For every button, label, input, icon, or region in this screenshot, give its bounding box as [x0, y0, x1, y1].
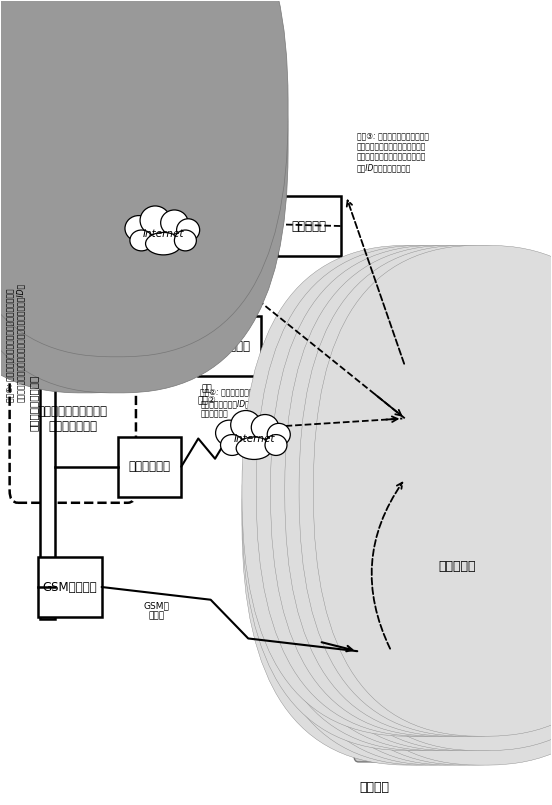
FancyBboxPatch shape — [270, 246, 552, 737]
Text: Internet: Internet — [233, 434, 275, 444]
FancyBboxPatch shape — [79, 32, 142, 80]
FancyBboxPatch shape — [242, 275, 552, 765]
Ellipse shape — [231, 411, 261, 440]
Text: 实时读取信息③: 实时读取信息③ — [226, 205, 266, 214]
Text: 监控客户端: 监控客户端 — [438, 560, 476, 573]
FancyBboxPatch shape — [9, 334, 136, 503]
Ellipse shape — [125, 216, 152, 242]
FancyBboxPatch shape — [118, 436, 181, 497]
Text: 报警手机: 报警手机 — [360, 781, 390, 794]
FancyBboxPatch shape — [40, 186, 55, 619]
FancyBboxPatch shape — [67, 65, 152, 162]
Text: 信息反馈模块: 信息反馈模块 — [129, 460, 171, 473]
FancyBboxPatch shape — [0, 0, 288, 393]
FancyBboxPatch shape — [242, 260, 552, 751]
Text: 手持式公路路面沥青摊
铺测厚测温装置: 手持式公路路面沥青摊 铺测厚测温装置 — [38, 405, 108, 432]
Ellipse shape — [177, 219, 200, 241]
FancyBboxPatch shape — [285, 260, 552, 751]
FancyBboxPatch shape — [242, 246, 552, 737]
Text: 数据库模块: 数据库模块 — [291, 220, 326, 233]
FancyBboxPatch shape — [314, 275, 552, 765]
Ellipse shape — [267, 423, 290, 446]
FancyBboxPatch shape — [314, 260, 552, 751]
FancyBboxPatch shape — [256, 275, 552, 765]
FancyBboxPatch shape — [198, 316, 261, 377]
Text: 发送
信息②: 发送 信息② — [198, 385, 217, 404]
Ellipse shape — [236, 437, 272, 460]
FancyBboxPatch shape — [299, 246, 552, 737]
Ellipse shape — [221, 435, 243, 456]
FancyBboxPatch shape — [256, 260, 552, 751]
Ellipse shape — [251, 415, 279, 440]
FancyBboxPatch shape — [413, 377, 487, 461]
Ellipse shape — [140, 206, 170, 235]
Text: 分析判断模块: 分析判断模块 — [208, 340, 250, 353]
FancyBboxPatch shape — [270, 260, 552, 751]
Ellipse shape — [216, 420, 243, 446]
FancyBboxPatch shape — [285, 246, 552, 737]
Text: 数据库及应用服务器: 数据库及应用服务器 — [28, 374, 38, 431]
FancyBboxPatch shape — [0, 0, 256, 357]
Ellipse shape — [130, 230, 153, 251]
Text: 信息③: 当前检测时间、测点位置
坐标、测点处摊铺厚度、施工温度
及其类型、测点处现场施工照片、
装置ID号、仓面监控结果: 信息③: 当前检测时间、测点位置 坐标、测点处摊铺厚度、施工温度 及其类型、测点… — [357, 132, 429, 171]
FancyBboxPatch shape — [364, 675, 386, 720]
Ellipse shape — [265, 435, 287, 456]
Text: 信息②: 当前施工公路数字图形、仓面编号、开仓
时间及对应的装置ID号、控制标准、报警手机号码、
仓面监控结果: 信息②: 当前施工公路数字图形、仓面编号、开仓 时间及对应的装置ID号、控制标准… — [200, 389, 310, 419]
Text: 发送信息①: 发送信息① — [89, 313, 119, 322]
FancyBboxPatch shape — [99, 0, 123, 40]
FancyBboxPatch shape — [0, 0, 288, 357]
FancyBboxPatch shape — [354, 645, 396, 762]
Text: GSM通
讯网络: GSM通 讯网络 — [144, 601, 169, 621]
FancyBboxPatch shape — [314, 246, 552, 737]
FancyBboxPatch shape — [285, 275, 552, 765]
FancyBboxPatch shape — [256, 246, 552, 737]
FancyBboxPatch shape — [299, 275, 552, 765]
Text: GSM/3G/4G通讯网络: GSM/3G/4G通讯网络 — [91, 266, 164, 275]
Text: Internet: Internet — [142, 229, 184, 239]
Ellipse shape — [146, 233, 181, 255]
Text: 实时发送
报警信息: 实时发送 报警信息 — [353, 617, 375, 637]
Ellipse shape — [161, 210, 188, 236]
FancyBboxPatch shape — [277, 196, 341, 256]
FancyBboxPatch shape — [405, 366, 496, 471]
FancyBboxPatch shape — [299, 260, 552, 751]
Text: 信息①: 当前检测时间、测点位置坐标、测点处摊铺厚
度、施工温度及其类型、测点处现场施工照片、装置ID号: 信息①: 当前检测时间、测点位置坐标、测点处摊铺厚 度、施工温度及其类型、测点处… — [6, 283, 25, 402]
Ellipse shape — [174, 230, 197, 251]
Text: GSM通讯模块: GSM通讯模块 — [43, 580, 97, 593]
FancyBboxPatch shape — [402, 479, 498, 530]
FancyBboxPatch shape — [0, 0, 256, 393]
FancyBboxPatch shape — [39, 557, 102, 617]
FancyBboxPatch shape — [270, 275, 552, 765]
